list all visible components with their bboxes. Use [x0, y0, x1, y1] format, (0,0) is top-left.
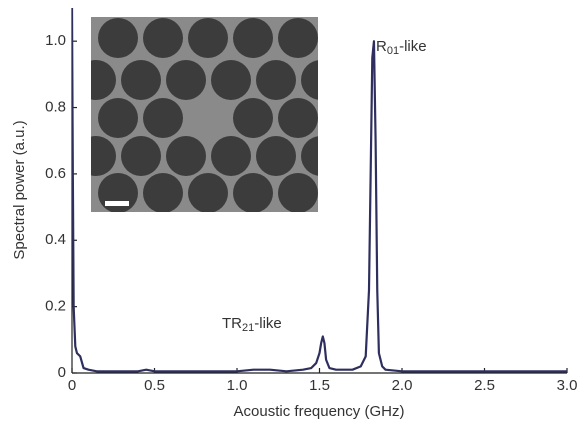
- hole: [121, 136, 161, 176]
- hole: [121, 60, 161, 100]
- annotation-part: 01: [387, 45, 399, 57]
- hole: [256, 60, 296, 100]
- hole: [211, 136, 251, 176]
- hole: [143, 173, 183, 213]
- hole: [98, 173, 138, 213]
- x-tick-label: 1.5: [309, 377, 330, 394]
- hole: [188, 18, 228, 58]
- hole: [98, 18, 138, 58]
- annotation-part: 21: [242, 322, 254, 334]
- y-tick-label: 0.2: [45, 298, 66, 315]
- hole: [166, 60, 206, 100]
- x-axis-label: Acoustic frequency (GHz): [234, 403, 405, 420]
- hole: [301, 136, 341, 176]
- y-tick-label: 0.8: [45, 99, 66, 116]
- scale-bar: [105, 201, 129, 206]
- hole: [256, 136, 296, 176]
- hole: [233, 98, 273, 138]
- hole: [188, 173, 228, 213]
- hole: [166, 136, 206, 176]
- annotation-part: -like: [254, 315, 282, 332]
- x-tick-label: 0: [68, 377, 76, 394]
- annotation-part: TR: [222, 315, 242, 332]
- y-tick-label: 1.0: [45, 32, 66, 49]
- hole: [143, 18, 183, 58]
- annotation-part: -like: [399, 38, 427, 55]
- hole: [76, 60, 116, 100]
- x-tick-label: 3.0: [557, 377, 578, 394]
- hole: [143, 98, 183, 138]
- hole: [278, 18, 318, 58]
- hole: [278, 173, 318, 213]
- x-tick-label: 1.0: [227, 377, 248, 394]
- y-tick-label: 0.6: [45, 165, 66, 182]
- annotation-part: R: [376, 38, 387, 55]
- annotation: TR21-like: [222, 315, 282, 334]
- y-tick-label: 0: [58, 364, 66, 381]
- hole: [98, 98, 138, 138]
- hole: [76, 136, 116, 176]
- annotation: R01-like: [376, 38, 427, 57]
- hole: [278, 98, 318, 138]
- hole: [233, 173, 273, 213]
- y-tick-label: 0.4: [45, 231, 66, 248]
- x-tick-label: 2.0: [392, 377, 413, 394]
- x-tick-label: 2.5: [474, 377, 495, 394]
- y-axis-label: Spectral power (a.u.): [11, 120, 28, 259]
- hole: [301, 60, 341, 100]
- hole: [233, 18, 273, 58]
- inset-image: [76, 17, 341, 213]
- chart: Acoustic frequency (GHz) Spectral power …: [0, 0, 579, 428]
- x-tick-label: 0.5: [144, 377, 165, 394]
- hole: [211, 60, 251, 100]
